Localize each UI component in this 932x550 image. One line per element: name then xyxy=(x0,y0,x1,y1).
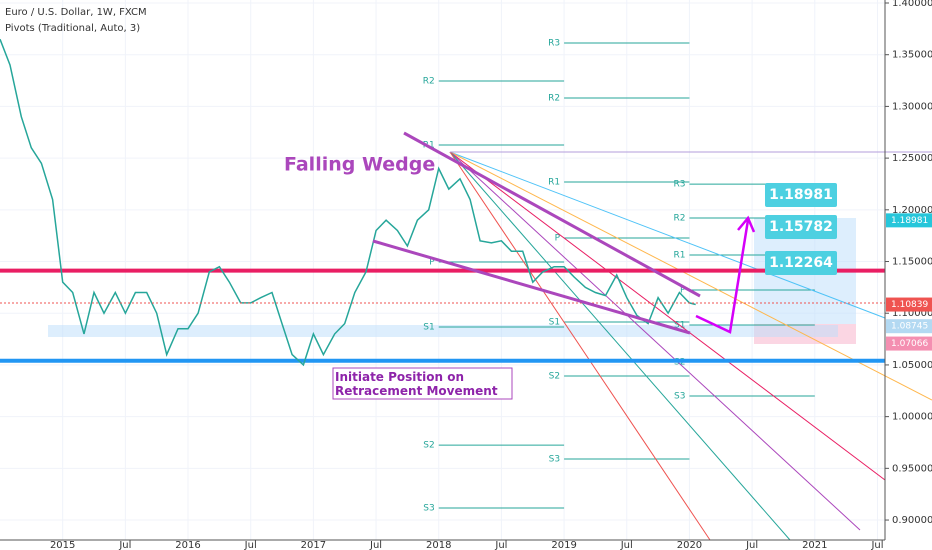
pivot-label: R1 xyxy=(673,251,685,261)
target-label: 1.18981 xyxy=(769,187,833,203)
levels xyxy=(0,268,885,363)
x-tick-label: 2018 xyxy=(426,540,451,550)
price-label-box xyxy=(886,319,932,334)
y-tick-label: 1.15000 xyxy=(892,257,932,268)
x-tick-label: 2019 xyxy=(551,540,576,550)
x-tick-label: Jul xyxy=(620,540,633,550)
y-tick-label: 1.25000 xyxy=(892,153,932,164)
target-label: 1.15782 xyxy=(769,219,833,235)
x-tick-label: Jul xyxy=(494,540,507,550)
trendline xyxy=(449,151,886,481)
trendline xyxy=(449,151,886,319)
trendline xyxy=(449,151,932,401)
trendlines xyxy=(449,151,932,541)
y-tick-label: 1.35000 xyxy=(892,50,932,61)
note-text: Initiate Position on Retracement Movemen… xyxy=(335,370,498,398)
pivot-label: S3 xyxy=(674,391,685,401)
pivot-label: S1 xyxy=(549,318,560,328)
x-tick-label: 2017 xyxy=(301,540,326,550)
y-tick-label: 0.95000 xyxy=(892,463,932,474)
projection-arrow xyxy=(695,219,750,334)
pivot-label: R1 xyxy=(548,177,560,187)
x-tick-label: 2015 xyxy=(50,540,75,550)
arrow-head xyxy=(737,215,756,233)
price-label: 1.08745 xyxy=(891,322,928,332)
price-label-box xyxy=(886,297,932,312)
y-tick-label: 0.90000 xyxy=(892,515,932,526)
x-tick-label: 2021 xyxy=(802,540,827,550)
y-tick-label: 1.20000 xyxy=(892,205,932,216)
pivot-label: S2 xyxy=(549,371,560,381)
trendline xyxy=(449,151,791,541)
x-tick-label: 2020 xyxy=(677,540,702,550)
y-tick-label: 1.05000 xyxy=(892,360,932,371)
x-tick-label: Jul xyxy=(118,540,131,550)
pivot-label: S1 xyxy=(423,322,434,332)
target-box xyxy=(765,215,837,239)
pivot-label: P xyxy=(680,286,686,296)
x-tick-label: Jul xyxy=(870,540,883,550)
trendline xyxy=(449,151,711,541)
x-tick-label: Jul xyxy=(745,540,758,550)
x-tick-label: Jul xyxy=(369,540,382,550)
pivot-label: S3 xyxy=(549,455,560,465)
pivot-label: R2 xyxy=(548,94,560,104)
pivot-label: R2 xyxy=(673,213,685,223)
price-label-box xyxy=(886,213,932,228)
price-line xyxy=(0,38,696,367)
pivot-label: R3 xyxy=(673,180,685,190)
wedge-line xyxy=(403,131,701,298)
pivot-label: R3 xyxy=(548,39,560,49)
price-label: 1.10839 xyxy=(891,300,928,310)
note-box xyxy=(332,367,513,400)
y-tick-label: 1.40000 xyxy=(892,0,932,9)
trendline xyxy=(449,151,861,531)
pivot-label: S2 xyxy=(423,441,434,451)
chart-title: Euro / U.S. Dollar, 1W, FXCM xyxy=(5,7,147,18)
chart-subtitle: Pivots (Traditional, Auto, 3) xyxy=(5,23,140,34)
axes: 0.90000 0.95000 1.00000 1.05000 1.10000 1.150… xyxy=(50,0,932,550)
price-label: 1.07066 xyxy=(891,339,928,349)
pivot-label: P xyxy=(555,234,561,244)
target-label: 1.12264 xyxy=(769,255,833,271)
note: Initiate Position on Retracement Movemen… xyxy=(335,370,498,398)
pattern-label: Falling Wedge xyxy=(284,154,435,176)
pivot-label: P xyxy=(429,258,435,268)
target-box xyxy=(765,183,837,207)
y-tick-label: 1.10000 xyxy=(892,308,932,319)
x-tick-label: Jul xyxy=(244,540,257,550)
y-tick-label: 1.00000 xyxy=(892,412,932,423)
y-tick-label: 1.30000 xyxy=(892,101,932,112)
price xyxy=(0,38,696,367)
targets: 1.18981 1.15782 1.12264 xyxy=(765,183,837,275)
price-label: 1.18981 xyxy=(891,216,928,226)
pivot-label: R2 xyxy=(423,76,435,86)
price-label-box xyxy=(886,336,932,351)
target-box xyxy=(765,251,837,275)
wedge-line xyxy=(372,239,691,335)
pivot-label: S3 xyxy=(423,504,434,514)
x-tick-label: 2016 xyxy=(175,540,200,550)
